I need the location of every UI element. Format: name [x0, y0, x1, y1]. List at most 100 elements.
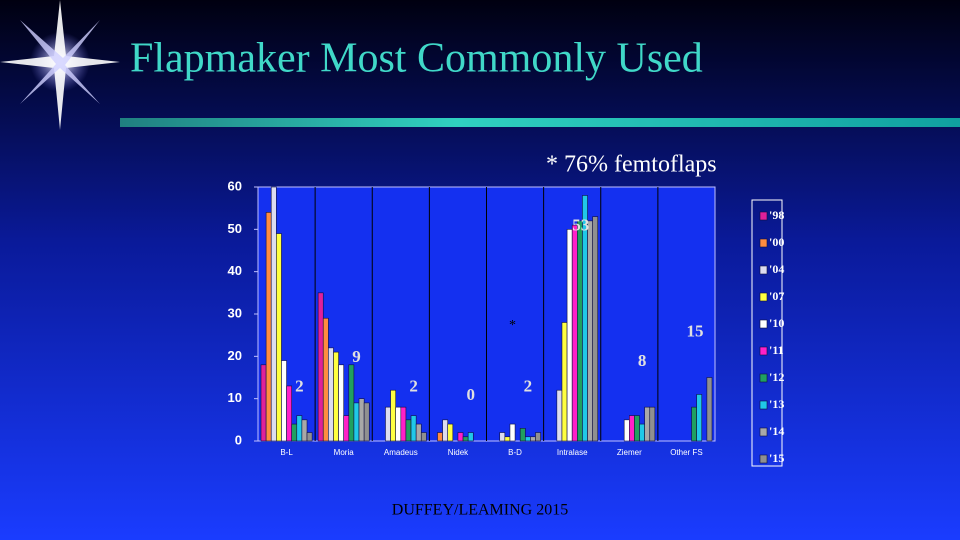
bar [420, 432, 427, 442]
bar [338, 364, 344, 442]
bar [437, 432, 443, 442]
data-label: 2 [524, 376, 533, 395]
footer: DUFFEY/LEAMING 2015 [392, 502, 568, 519]
bar [415, 423, 422, 442]
bar [530, 436, 536, 442]
y-tick-label: 0 [235, 432, 242, 447]
bar [328, 347, 334, 442]
bar [390, 389, 396, 442]
bar [322, 317, 329, 442]
legend-swatch [759, 211, 768, 221]
bar [691, 406, 697, 442]
x-tick-label: B-L [280, 448, 293, 457]
bar [696, 394, 703, 442]
legend-label: '00 [769, 235, 784, 249]
data-label: 9 [352, 347, 361, 366]
bar [457, 432, 464, 442]
bar [535, 432, 541, 442]
bar [561, 322, 568, 442]
y-tick-label: 60 [228, 178, 242, 193]
bar [270, 186, 277, 442]
bar [644, 406, 651, 442]
data-label: 53 [572, 216, 589, 235]
bar [317, 292, 324, 442]
y-tick-label: 30 [228, 305, 242, 320]
y-tick-label: 50 [228, 221, 242, 236]
y-tick-label: 10 [228, 390, 242, 405]
bar [405, 419, 412, 442]
star-decoration [0, 0, 120, 130]
bar [634, 415, 640, 442]
bar [291, 423, 298, 442]
x-tick-label: Ziemer [617, 448, 642, 457]
legend-label: '12 [769, 370, 784, 384]
legend-swatch [759, 400, 768, 410]
bar [639, 423, 645, 442]
x-tick-label: Amadeus [384, 448, 418, 457]
bar [524, 436, 531, 442]
bar [281, 360, 287, 442]
y-tick-label: 40 [228, 263, 242, 278]
bar [447, 423, 454, 442]
bar [363, 402, 370, 442]
legend-swatch [759, 265, 768, 275]
bar [499, 432, 506, 442]
title-rule [120, 118, 960, 127]
data-label: 2 [295, 376, 304, 395]
legend-swatch [759, 346, 768, 356]
bar [343, 415, 350, 442]
bar [410, 415, 417, 442]
plot-note: * [509, 318, 516, 333]
bar [576, 220, 583, 442]
data-label: 15 [686, 321, 703, 340]
legend-label: '13 [769, 397, 784, 411]
x-tick-label: Moria [334, 448, 355, 457]
bar [301, 419, 308, 442]
legend-label: '04 [769, 262, 784, 276]
legend [751, 199, 783, 467]
legend-label: '10 [769, 316, 784, 330]
bar [467, 432, 474, 442]
legend-label: '98 [769, 208, 784, 222]
annotation: * 76% femtoflaps [546, 152, 717, 178]
bar [333, 351, 339, 442]
bar [348, 364, 355, 442]
bar [358, 398, 365, 442]
x-tick-label: Other FS [670, 448, 702, 457]
bar [571, 224, 578, 442]
bar [587, 220, 593, 442]
bar [286, 385, 292, 442]
bar [400, 406, 407, 442]
x-tick-label: Intralase [557, 448, 588, 457]
title: Flapmaker Most Commonly Used [130, 36, 703, 82]
bar [556, 389, 563, 442]
bar [566, 229, 573, 442]
bar [260, 364, 267, 442]
bar [385, 406, 391, 442]
legend-swatch [759, 427, 768, 437]
bar [649, 406, 656, 442]
bar [306, 432, 313, 442]
legend-swatch [759, 238, 768, 248]
bar [442, 419, 449, 442]
bar [629, 415, 635, 442]
y-tick-label: 20 [228, 348, 242, 363]
bar [462, 436, 469, 442]
bar [395, 406, 402, 442]
bar [296, 415, 303, 442]
bar [623, 419, 630, 442]
bar [504, 436, 511, 442]
bar [509, 423, 516, 442]
legend-label: '07 [769, 289, 784, 303]
data-label: 0 [466, 385, 475, 404]
legend-swatch [759, 454, 768, 464]
legend-swatch [759, 292, 768, 302]
data-label: 2 [409, 376, 418, 395]
legend-label: '11 [769, 343, 784, 357]
legend-swatch [759, 319, 768, 329]
bar [353, 402, 360, 442]
legend-swatch [759, 373, 768, 383]
bar [276, 233, 282, 442]
bar [265, 212, 272, 442]
